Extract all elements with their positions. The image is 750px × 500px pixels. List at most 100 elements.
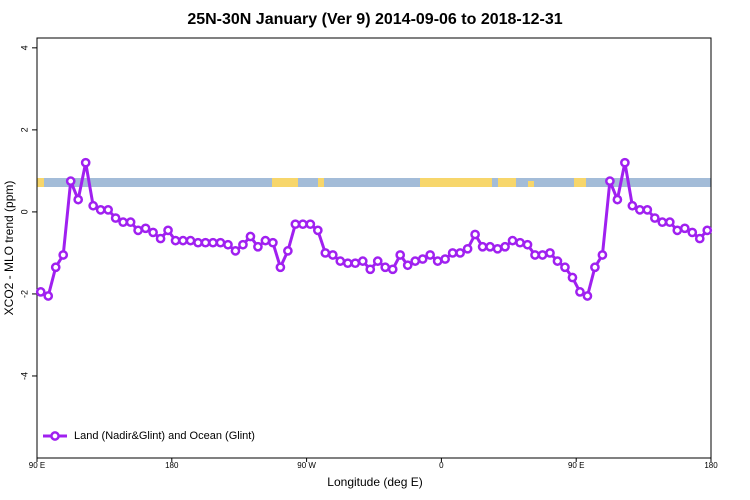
data-point bbox=[148, 227, 158, 238]
x-tick-label: 90 E bbox=[29, 461, 45, 470]
data-point bbox=[620, 157, 630, 168]
x-tick-label: 90 E bbox=[568, 461, 584, 470]
data-point bbox=[163, 225, 173, 236]
data-point bbox=[305, 219, 316, 230]
data-point bbox=[590, 262, 600, 273]
y-tick-label: 4 bbox=[19, 45, 29, 50]
data-point bbox=[432, 256, 443, 266]
data-point bbox=[215, 237, 226, 248]
data-point bbox=[672, 225, 683, 236]
data-point bbox=[58, 250, 69, 260]
data-point bbox=[612, 194, 623, 205]
chart-title: 25N-30N January (Ver 9) 2014-09-06 to 20… bbox=[187, 11, 562, 28]
data-point bbox=[140, 223, 151, 234]
data-point bbox=[327, 250, 338, 260]
data-point bbox=[238, 239, 248, 250]
data-point bbox=[597, 250, 608, 260]
data-point bbox=[185, 235, 196, 246]
data-point bbox=[118, 217, 128, 228]
data-point bbox=[193, 237, 203, 248]
data-point bbox=[133, 225, 143, 236]
data-point bbox=[462, 243, 473, 254]
x-tick-label: 90 W bbox=[297, 461, 316, 470]
data-point bbox=[470, 229, 480, 240]
data-point bbox=[357, 256, 368, 266]
legend-marker bbox=[50, 431, 60, 441]
data-point bbox=[80, 157, 91, 168]
y-tick-label: 2 bbox=[19, 127, 29, 132]
y-tick-label: -2 bbox=[19, 290, 29, 298]
x-axis-label: Longitude (deg E) bbox=[327, 475, 422, 489]
data-point bbox=[500, 241, 510, 252]
data-point bbox=[230, 246, 241, 256]
data-point bbox=[642, 205, 653, 215]
y-tick-label: 0 bbox=[19, 209, 29, 214]
data-point bbox=[372, 256, 383, 266]
data-point bbox=[530, 250, 540, 260]
data-point bbox=[582, 291, 593, 301]
data-point bbox=[125, 217, 136, 228]
data-point bbox=[50, 262, 61, 273]
data-point bbox=[170, 235, 181, 246]
data-point bbox=[492, 243, 503, 254]
data-point bbox=[275, 262, 286, 273]
data-point bbox=[575, 287, 585, 297]
data-point bbox=[65, 176, 76, 186]
y-tick-label: -4 bbox=[19, 372, 29, 380]
data-point bbox=[537, 250, 548, 260]
data-point bbox=[679, 223, 690, 234]
data-point bbox=[208, 237, 218, 248]
data-point bbox=[552, 256, 563, 266]
x-tick-label: 180 bbox=[165, 461, 179, 470]
data-point bbox=[605, 176, 615, 186]
data-point bbox=[515, 237, 525, 248]
land-ocean-strip bbox=[37, 178, 711, 187]
data-point bbox=[342, 258, 353, 269]
x-tick-label: 180 bbox=[704, 461, 718, 470]
data-point bbox=[485, 241, 495, 252]
data-point bbox=[477, 241, 488, 252]
data-point bbox=[522, 239, 533, 250]
data-point bbox=[350, 258, 361, 269]
data-point bbox=[268, 237, 278, 248]
data-point bbox=[410, 256, 421, 266]
data-point bbox=[402, 260, 413, 271]
data-point bbox=[43, 291, 54, 301]
data-point bbox=[95, 205, 106, 215]
data-point bbox=[395, 250, 406, 260]
data-point bbox=[387, 264, 398, 275]
data-point bbox=[298, 219, 308, 230]
data-point bbox=[320, 248, 331, 258]
data-point bbox=[253, 241, 263, 252]
data-point bbox=[283, 246, 293, 256]
data-point bbox=[702, 225, 713, 236]
data-point bbox=[88, 200, 99, 211]
data-point bbox=[35, 287, 46, 297]
data-point bbox=[649, 213, 660, 223]
data-point bbox=[627, 200, 638, 211]
data-point bbox=[73, 194, 84, 205]
data-point bbox=[260, 235, 271, 246]
plot-frame bbox=[36, 37, 712, 459]
data-point bbox=[440, 254, 450, 264]
data-point bbox=[380, 262, 391, 273]
data-point bbox=[200, 237, 211, 248]
data-point bbox=[545, 248, 555, 258]
data-point bbox=[417, 254, 428, 264]
y-axis-label: XCO2 - MLO trend (ppm) bbox=[2, 181, 16, 316]
data-point bbox=[507, 235, 518, 246]
data-point bbox=[223, 239, 233, 250]
data-point bbox=[664, 217, 675, 228]
data-point bbox=[178, 235, 188, 246]
legend-label: Land (Nadir&Glint) and Ocean (Glint) bbox=[74, 430, 255, 442]
data-point bbox=[365, 264, 376, 275]
data-point bbox=[455, 248, 465, 258]
data-point bbox=[694, 233, 705, 244]
data-point bbox=[657, 217, 668, 228]
data-point bbox=[290, 219, 301, 230]
data-point bbox=[687, 227, 698, 238]
data-point bbox=[245, 231, 256, 242]
data-point bbox=[567, 272, 578, 283]
